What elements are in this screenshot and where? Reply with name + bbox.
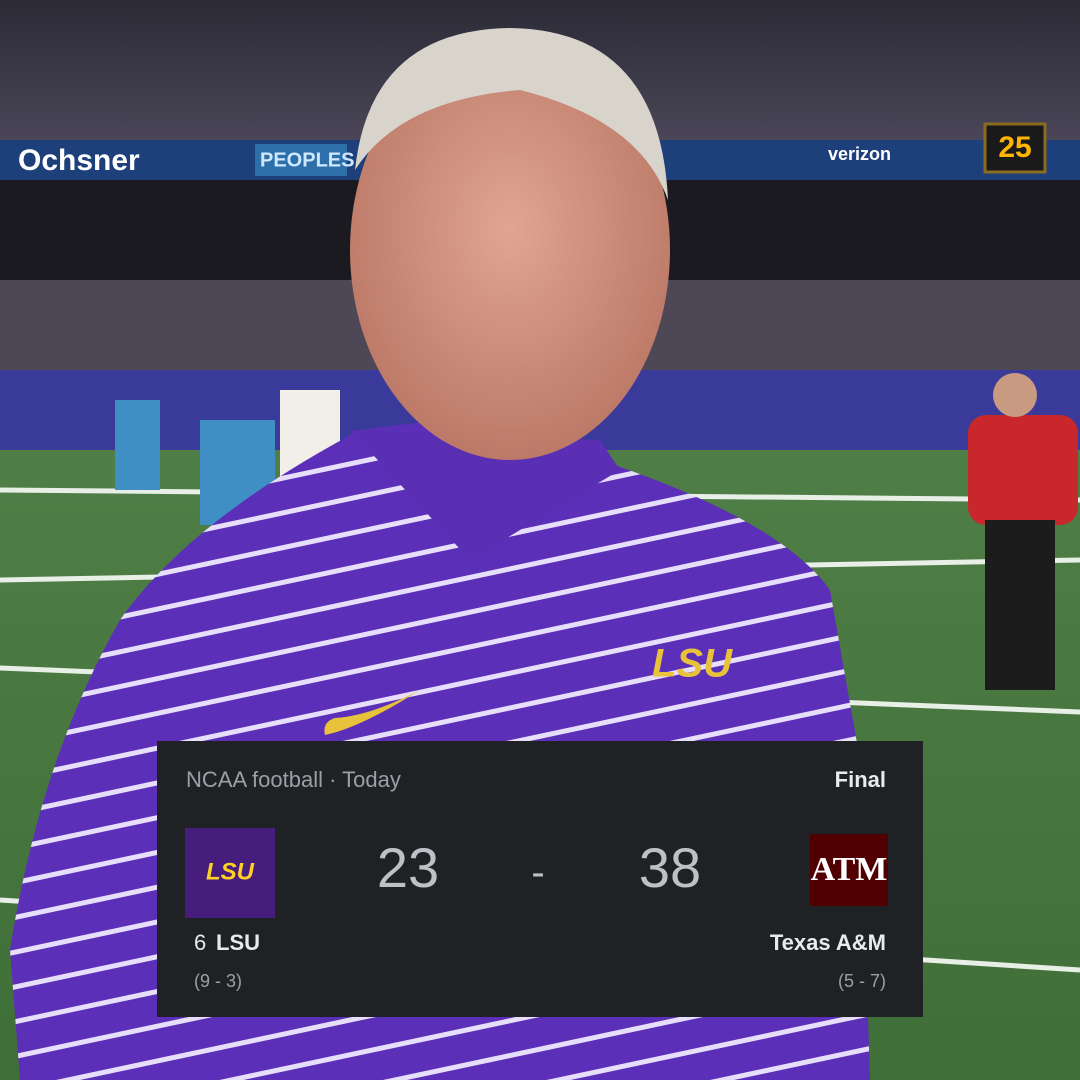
sign: PEOPLES	[260, 149, 354, 171]
score-separator: -	[531, 851, 544, 895]
team-record: (5 - 7)	[838, 971, 886, 991]
logo-text: ATM	[811, 851, 888, 888]
team-logo	[185, 828, 275, 918]
team-name: Texas A&M	[770, 930, 886, 955]
sign: verizon	[828, 144, 891, 164]
away-score: 38	[639, 836, 701, 899]
home-score: 23	[377, 836, 439, 899]
score-card: NCAA football · Today Final LSU 23 - 38 …	[157, 741, 923, 1017]
team-logo: ATM	[810, 834, 888, 906]
team-name: LSU	[216, 930, 260, 955]
shirt-logo: LSU	[652, 642, 733, 686]
sign: 25	[998, 131, 1031, 164]
card-header: NCAA football · Today	[186, 767, 401, 792]
team-record: (9 - 3)	[194, 971, 242, 991]
game-status: Final	[835, 767, 886, 792]
sign: Ochsner	[18, 144, 140, 177]
logo-text: LSU	[206, 858, 255, 885]
team-rank: 6	[194, 930, 206, 955]
